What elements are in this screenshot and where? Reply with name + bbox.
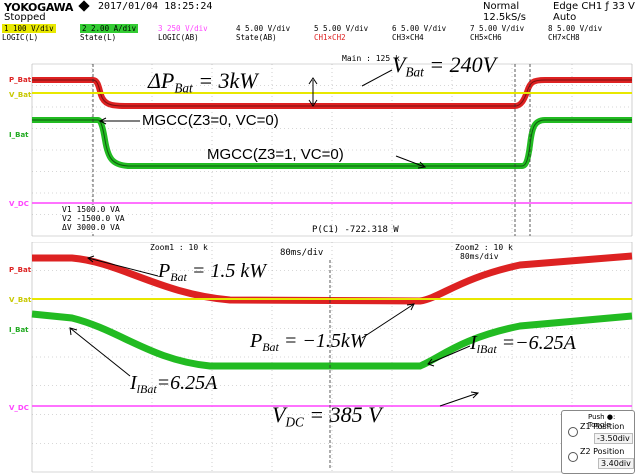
timebase-label: 80ms/div: [280, 248, 324, 258]
trace-label-i-bat: I_Bat: [9, 131, 29, 139]
diamond-icon: [78, 0, 90, 12]
p-bat-trace-top-edge: [32, 79, 632, 107]
channel-3[interactable]: 3 250 V/div LOGIC(AB): [158, 24, 208, 42]
z1-position-label: Z1 Position: [580, 422, 625, 431]
cursor-v1: V1 1500.0 VA: [62, 205, 120, 214]
i-bat-trace-top-edge: [32, 119, 632, 167]
annotation-mgcc-z3-1: MGCC(Z3=1, VC=0): [207, 146, 344, 163]
channel-6[interactable]: 6 5.00 V/div CH3×CH4: [392, 24, 447, 42]
channel-2[interactable]: 2 2.00 A/div State(L): [80, 24, 139, 42]
acquisition-status: Stopped: [4, 12, 46, 23]
annotation-mgcc-z3-0: MGCC(Z3=0, VC=0): [142, 112, 279, 129]
trace-label-v-dc-bottom: V_DC: [9, 404, 29, 412]
z1-knob-icon[interactable]: [568, 427, 578, 437]
waveform-display: [0, 63, 635, 473]
cursor-dv: ΔV 3000.0 VA: [62, 223, 120, 232]
trace-label-v-bat-bottom: V_Bat: [9, 296, 32, 304]
scope-header: YOKOGAWA 2017/01/04 18:25:24 Stopped Nor…: [0, 0, 635, 44]
sample-rate: 12.5kS/s: [483, 12, 526, 23]
power-measurement: P(C1) -722.318 W: [312, 225, 399, 235]
annotation-arrows: [69, 69, 480, 407]
annotation-i-bat-negative: IlBat =−6.25A: [470, 332, 576, 357]
z1-position-value[interactable]: -3.50div: [594, 433, 633, 444]
z2-position-value[interactable]: 3.40div: [598, 458, 634, 469]
channel-5[interactable]: 5 5.00 V/div CH1×CH2: [314, 24, 369, 42]
panel-divider: [0, 238, 635, 242]
trace-label-i-bat-bottom: I_Bat: [9, 326, 29, 334]
channel-7[interactable]: 7 5.00 V/div CH5×CH6: [470, 24, 525, 42]
annotation-p-bat-negative: PBat = −1.5kW: [250, 330, 367, 355]
main-zoom-label: Main : 125 k: [342, 54, 400, 63]
trace-label-v-bat: V_Bat: [9, 91, 32, 99]
annotation-i-bat-positive: IlBat=6.25A: [130, 372, 218, 397]
channel-bar: 1 100 V/div LOGIC(L) 2 2.00 A/div State(L)…: [2, 24, 633, 44]
trace-label-v-dc: V_DC: [9, 200, 29, 208]
datetime: 2017/01/04 18:25:24: [98, 1, 213, 12]
annotation-v-bat: VBat = 240V: [392, 52, 497, 80]
zoom-position-panel[interactable]: Push ●: Toggle Z1 Position -3.50div Z2 P…: [561, 410, 635, 474]
z2-knob-icon[interactable]: [568, 452, 578, 462]
zoom2-label: Zoom2 : 10 k: [455, 243, 513, 252]
annotation-delta-p: ΔPBat = 3kW: [148, 68, 258, 96]
push-toggle-label: Push ●: Toggle: [588, 413, 616, 429]
trace-label-p-bat-bottom: P_Bat: [9, 266, 32, 274]
channel-4[interactable]: 4 5.00 V/div State(AB): [236, 24, 291, 42]
trigger-setting[interactable]: Edge CH1 ƒ 33 V: [553, 1, 635, 12]
i-bat-trace-bottom: [31, 310, 633, 370]
trace-label-p-bat: P_Bat: [9, 76, 32, 84]
annotation-p-bat-positive: PBat = 1.5 kW: [158, 260, 266, 285]
cursor-readout: V1 1500.0 VA V2 -1500.0 VA ΔV 3000.0 VA: [62, 205, 125, 232]
trigger-mode[interactable]: Auto: [553, 12, 577, 23]
brand-logo: YOKOGAWA: [4, 1, 74, 14]
z2-position-label: Z2 Position: [580, 447, 625, 456]
channel-8[interactable]: 8 5.00 V/div CH7×CH8: [548, 24, 603, 42]
annotation-v-dc: VDC = 385 V: [272, 402, 382, 430]
zoom1-label: Zoom1 : 10 k: [150, 243, 208, 252]
cursor-v2: V2 -1500.0 VA: [62, 214, 125, 223]
acq-mode: Normal: [483, 1, 520, 12]
timebase2-label: 80ms/div: [460, 252, 499, 261]
channel-1[interactable]: 1 100 V/div LOGIC(L): [2, 24, 56, 42]
